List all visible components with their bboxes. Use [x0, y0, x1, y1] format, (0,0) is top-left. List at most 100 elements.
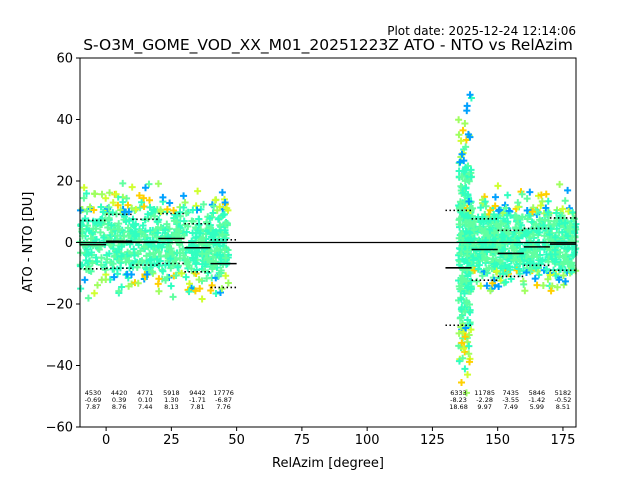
scatter-point	[533, 267, 541, 275]
scatter-point	[456, 158, 464, 166]
scatter-point	[90, 206, 98, 214]
scatter-point	[571, 248, 579, 256]
scatter-point	[462, 143, 470, 151]
scatter-point	[481, 198, 489, 206]
y-tick-label: 20	[56, 175, 73, 190]
scatter-point	[515, 265, 523, 273]
scatter-point	[82, 251, 90, 259]
scatter-point	[95, 245, 103, 253]
bin-std-label: 8.76	[112, 403, 126, 411]
scatter-point	[531, 275, 539, 283]
scatter-point	[544, 258, 552, 266]
scatter-point	[213, 244, 221, 252]
scatter-point	[138, 257, 146, 265]
y-axis-label: ATO - NTO [DU]	[21, 192, 36, 293]
scatter-point	[163, 220, 171, 228]
scatter-point	[203, 219, 211, 227]
scatter-point	[461, 177, 469, 185]
scatter-point	[470, 240, 478, 248]
scatter-point	[215, 272, 223, 280]
scatter-point	[203, 274, 211, 282]
bin-count-label: 4771	[137, 389, 154, 397]
bin-std-label: 7.87	[86, 403, 100, 411]
scatter-point	[467, 173, 475, 181]
scatter-point	[459, 354, 467, 362]
scatter-point	[210, 202, 218, 210]
scatter-point	[523, 229, 531, 237]
scatter-point	[476, 237, 484, 245]
scatter-point	[459, 149, 467, 157]
scatter-point	[103, 255, 111, 263]
scatter-point	[462, 277, 470, 285]
scatter-point	[497, 250, 505, 258]
scatter-point	[544, 235, 552, 243]
scatter-point	[195, 276, 203, 284]
scatter-point	[548, 282, 556, 290]
chart-title: S-O3M_GOME_VOD_XX_M01_20251223Z ATO - NT…	[83, 36, 573, 55]
scatter-point	[461, 365, 469, 373]
scatter-point	[157, 206, 165, 214]
scatter-point	[518, 190, 526, 198]
bin-std-label: 7.81	[190, 403, 204, 411]
scatter-point	[125, 282, 133, 290]
scatter-point	[559, 272, 567, 280]
scatter-point	[477, 204, 485, 212]
scatter-point	[137, 228, 145, 236]
scatter-point	[541, 216, 549, 224]
scatter-point	[473, 277, 481, 285]
scatter-point	[455, 329, 463, 337]
scatter-point	[130, 222, 138, 230]
y-tick-label: 0	[65, 236, 73, 251]
scatter-point	[211, 196, 219, 204]
scatter-point	[458, 150, 466, 158]
scatter-point	[489, 254, 497, 262]
scatter-point	[144, 210, 152, 218]
scatter-point	[457, 314, 465, 322]
scatter-point	[221, 199, 229, 207]
scatter-point	[114, 225, 122, 233]
scatter-point	[155, 275, 163, 283]
scatter-point	[463, 248, 471, 256]
scatter-point	[477, 217, 485, 225]
scatter-point	[80, 194, 88, 202]
scatter-point	[495, 283, 503, 291]
scatter-point	[493, 267, 501, 275]
bin-count-label: 7435	[502, 389, 519, 397]
scatter-point	[466, 358, 474, 366]
scatter-point	[506, 211, 514, 219]
scatter-point	[196, 285, 204, 293]
scatter-point	[564, 232, 572, 240]
scatter-point	[167, 282, 175, 290]
scatter-point	[198, 260, 206, 268]
scatter-point	[119, 198, 127, 206]
scatter-point	[522, 268, 530, 276]
x-tick-label: 25	[163, 433, 180, 448]
scatter-point	[510, 256, 518, 264]
scatter-point	[496, 257, 504, 265]
scatter-point	[539, 281, 547, 289]
scatter-point	[205, 247, 213, 255]
scatter-point	[147, 242, 155, 250]
scatter-point	[561, 277, 569, 285]
plot-date: Plot date: 2025-12-24 12:14:06	[387, 24, 576, 38]
scatter-point	[216, 221, 224, 229]
scatter-point	[143, 252, 151, 260]
scatter-point	[194, 226, 202, 234]
bin-mean-label: -0.69	[85, 396, 102, 404]
scatter-point	[109, 265, 117, 273]
x-tick-label: 175	[551, 433, 576, 448]
scatter-point	[502, 278, 510, 286]
scatter-point	[483, 265, 491, 273]
scatter-point	[458, 379, 466, 387]
scatter-point	[463, 102, 471, 110]
scatter-point	[105, 203, 113, 211]
scatter-point	[526, 260, 534, 268]
scatter-point	[97, 203, 105, 211]
scatter-point	[523, 239, 531, 247]
scatter-point	[465, 331, 473, 339]
scatter-point	[181, 221, 189, 229]
scatter-point	[551, 246, 559, 254]
scatter-point	[213, 206, 221, 214]
scatter-point	[189, 229, 197, 237]
scatter-point	[192, 234, 200, 242]
